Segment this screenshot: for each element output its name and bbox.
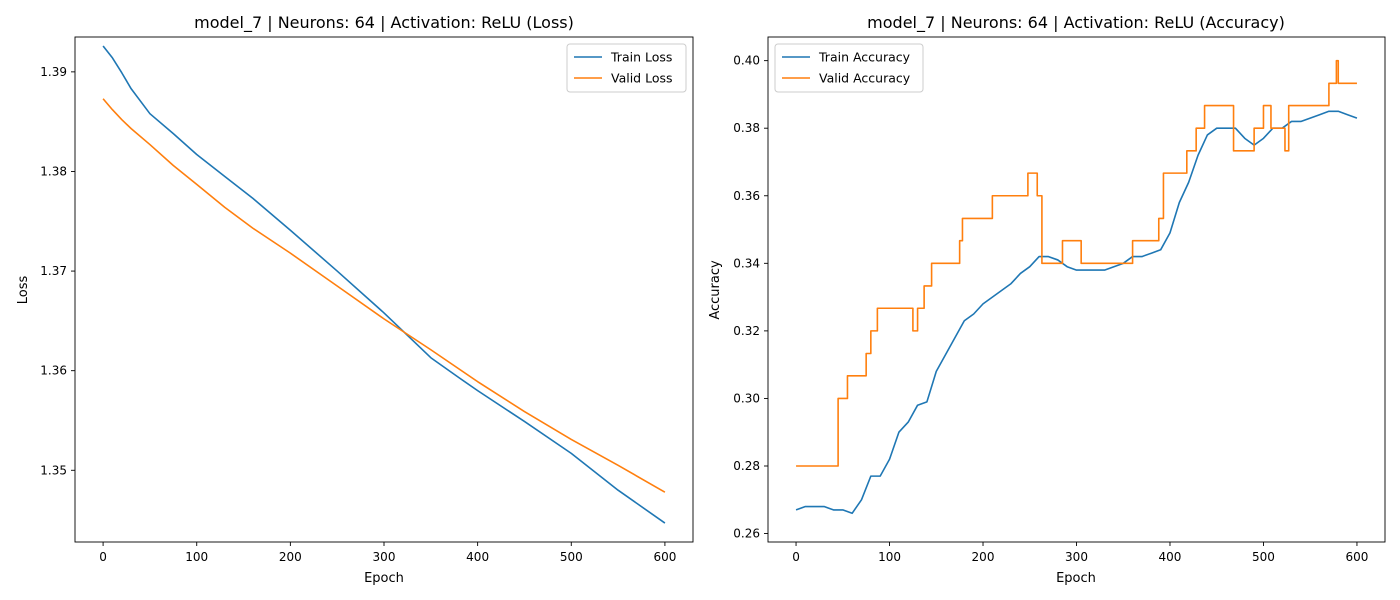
loss-chart-xlabel: Epoch: [364, 571, 404, 586]
accuracy-legend-label-0: Train Accuracy: [818, 50, 911, 65]
accuracy-x-tick-label-6: 600: [1346, 550, 1369, 564]
accuracy-y-tick-label-5: 0.36: [733, 189, 760, 203]
accuracy-legend-box: [774, 43, 924, 93]
accuracy-x-tick-label-1: 100: [878, 550, 901, 564]
accuracy-legend-label-1: Valid Accuracy: [819, 71, 911, 86]
loss-y-tick-label-0: 1.35: [40, 463, 67, 477]
loss-legend-box: [566, 43, 687, 93]
loss-legend-label-0: Train Loss: [610, 50, 672, 65]
loss-x-tick-label-5: 500: [560, 550, 583, 564]
loss-chart-ylabel: Loss: [16, 276, 31, 305]
accuracy-y-tick-label-0: 0.26: [733, 527, 760, 541]
loss-x-tick-label-3: 300: [373, 550, 396, 564]
loss-series-line-1: [102, 98, 666, 493]
loss-x-tick-label-0: 0: [99, 550, 107, 564]
accuracy-y-tick-label-7: 0.40: [733, 54, 760, 68]
loss-chart-title: model_7 | Neurons: 64 | Activation: ReLU…: [194, 13, 574, 33]
loss-y-tick-label-4: 1.39: [40, 65, 67, 79]
accuracy-x-tick-label-3: 300: [1065, 550, 1088, 564]
accuracy-x-tick-label-0: 0: [792, 550, 800, 564]
accuracy-series-line-0: [795, 110, 1358, 515]
loss-legend-label-1: Valid Loss: [611, 71, 673, 86]
loss-x-tick-label-1: 100: [185, 550, 208, 564]
loss-x-tick-label-2: 200: [279, 550, 302, 564]
loss-x-tick-label-4: 400: [466, 550, 489, 564]
accuracy-series-line-1: [796, 59, 1357, 467]
accuracy-y-tick-label-6: 0.38: [733, 121, 760, 135]
accuracy-y-tick-label-4: 0.34: [733, 256, 760, 270]
loss-y-tick-label-2: 1.37: [40, 264, 67, 278]
accuracy-y-tick-label-1: 0.28: [733, 459, 760, 473]
accuracy-y-tick-label-2: 0.30: [733, 391, 760, 405]
loss-y-tick-label-3: 1.38: [40, 164, 67, 178]
accuracy-chart-ylabel: Accuracy: [708, 260, 723, 320]
loss-x-tick-label-6: 600: [653, 550, 676, 564]
loss-series-line-0: [102, 45, 666, 524]
accuracy-chart-xlabel: Epoch: [1056, 571, 1096, 586]
accuracy-chart-title: model_7 | Neurons: 64 | Activation: ReLU…: [867, 13, 1285, 33]
loss-y-tick-label-1: 1.36: [40, 364, 67, 378]
loss-axes-frame: [74, 36, 694, 543]
accuracy-x-tick-label-4: 400: [1159, 550, 1182, 564]
accuracy-x-tick-label-5: 500: [1252, 550, 1275, 564]
accuracy-axes-frame: [767, 36, 1386, 543]
accuracy-chart: model_7 | Neurons: 64 | Activation: ReLU…: [708, 13, 1386, 586]
loss-chart: model_7 | Neurons: 64 | Activation: ReLU…: [16, 13, 694, 586]
accuracy-y-tick-label-3: 0.32: [733, 324, 760, 338]
accuracy-x-tick-label-2: 200: [972, 550, 995, 564]
